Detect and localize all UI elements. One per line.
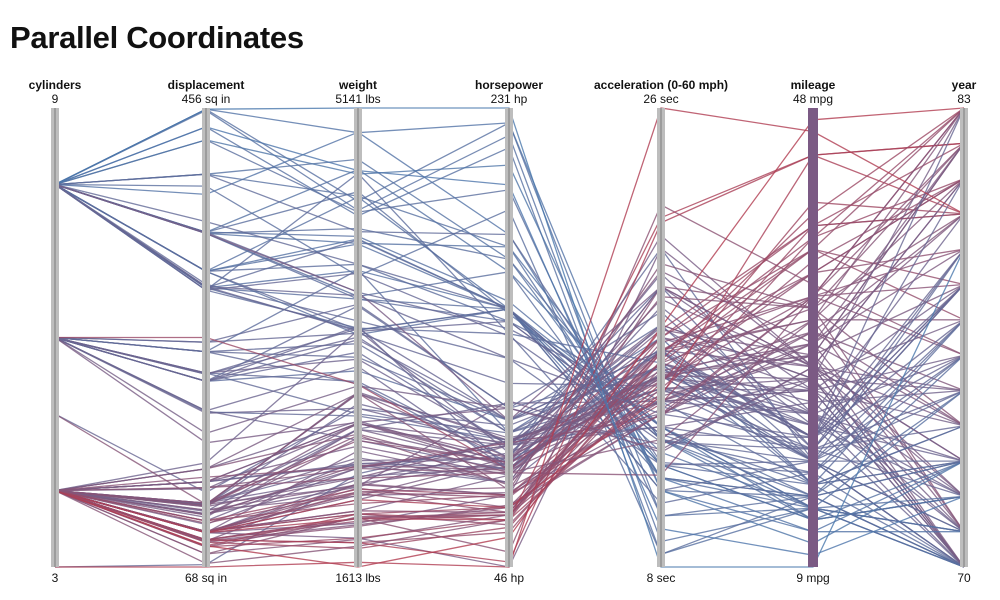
axis-max-year: 83 [957, 92, 971, 106]
axis-label-weight: weight [338, 78, 377, 92]
axis-max-horsepower: 231 hp [491, 92, 528, 106]
axis-max-cylinders: 9 [52, 92, 59, 106]
axis-label-cylinders: cylinders [29, 78, 82, 92]
axis-label-mileage: mileage [791, 78, 836, 92]
axis-min-year: 70 [957, 571, 971, 585]
axis-max-mileage: 48 mpg [793, 92, 833, 106]
axis-max-displacement: 456 sq in [182, 92, 231, 106]
axis-label-year: year [952, 78, 977, 92]
axis-label-horsepower: horsepower [475, 78, 543, 92]
axis-label-displacement: displacement [168, 78, 245, 92]
axis-min-mileage: 9 mpg [796, 571, 829, 585]
axis-min-acceleration: 8 sec [647, 571, 676, 585]
axis-label-acceleration: acceleration (0-60 mph) [594, 78, 728, 92]
axis-min-cylinders: 3 [52, 571, 59, 585]
axis-max-weight: 5141 lbs [335, 92, 380, 106]
axis-acceleration: acceleration (0-60 mph)26 sec 8 sec [594, 78, 728, 585]
axis-max-acceleration: 26 sec [643, 92, 678, 106]
axis-min-horsepower: 46 hp [494, 571, 524, 585]
axis-bar-mileage [808, 108, 818, 567]
axis-min-weight: 1613 lbs [335, 571, 380, 585]
axis-min-displacement: 68 sq in [185, 571, 227, 585]
chart-title: Parallel Coordinates [10, 20, 304, 55]
